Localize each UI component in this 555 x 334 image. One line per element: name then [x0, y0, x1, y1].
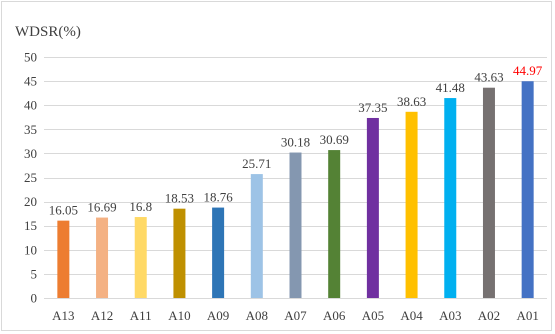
- data-label: 16.8: [129, 199, 152, 214]
- y-tick-label: 20: [24, 194, 37, 209]
- y-axis-title: WDSR(%): [15, 24, 81, 40]
- y-tick-label: 45: [24, 74, 37, 89]
- x-tick-label: A01: [516, 308, 538, 323]
- bar-a06: [328, 150, 341, 298]
- data-label: 16.05: [49, 203, 78, 218]
- x-tick-label: A06: [323, 308, 346, 323]
- x-tick-label: A07: [284, 308, 307, 323]
- data-label: 30.69: [320, 132, 349, 147]
- data-label: 18.53: [165, 191, 194, 206]
- x-tick-label: A04: [400, 308, 423, 323]
- data-label: 18.76: [203, 190, 233, 205]
- data-label: 30.18: [281, 135, 310, 150]
- data-label: 38.63: [397, 94, 426, 109]
- data-label: 43.63: [474, 70, 503, 85]
- y-tick-label: 35: [24, 122, 37, 137]
- bar-a10: [173, 208, 186, 298]
- data-labels: 16.05 16.69 16.8 18.53 18.76 25.71 30.18 30.69 3…: [49, 63, 543, 217]
- bar-a13: [57, 220, 70, 298]
- x-tick-label: A05: [362, 308, 384, 323]
- y-tick-label: 25: [24, 170, 37, 185]
- bar-a11: [134, 217, 147, 298]
- bar-a08: [250, 174, 263, 298]
- x-tick-label: A11: [130, 308, 152, 323]
- x-tick-label: A02: [478, 308, 500, 323]
- x-tick-label: A13: [52, 308, 74, 323]
- data-label: 16.69: [87, 200, 116, 215]
- y-tick-label: 30: [24, 146, 37, 161]
- x-tick-label: A09: [207, 308, 229, 323]
- data-label: 44.97: [513, 63, 543, 78]
- x-axis-ticks: A13 A12 A11 A10 A09 A08 A07 A06 A05 A04 A03 A02 A01: [52, 308, 539, 323]
- bar-a04: [405, 111, 418, 298]
- bar-a09: [212, 207, 225, 298]
- x-tick-label: A12: [91, 308, 113, 323]
- bar-a02: [482, 87, 495, 298]
- y-tick-label: 0: [31, 291, 38, 306]
- data-label: 25.71: [242, 156, 271, 171]
- data-label: 37.35: [358, 100, 387, 115]
- y-tick-label: 15: [24, 218, 37, 233]
- y-tick-label: 5: [31, 266, 38, 281]
- bar-a03: [444, 98, 457, 298]
- bar-a12: [96, 217, 109, 298]
- y-tick-label: 40: [24, 98, 37, 113]
- x-tick-label: A10: [168, 308, 190, 323]
- bar-a01: [521, 81, 534, 298]
- bar-a07: [289, 152, 302, 298]
- y-axis-ticks: 0 5 10 15 20 25 30 35 40 45 50: [24, 50, 37, 306]
- x-tick-label: A03: [439, 308, 461, 323]
- x-tick-label: A08: [246, 308, 268, 323]
- bars: [57, 81, 534, 299]
- bar-a05: [366, 117, 379, 299]
- y-tick-label: 10: [24, 242, 37, 257]
- y-tick-label: 50: [24, 50, 37, 65]
- data-label: 41.48: [436, 80, 465, 95]
